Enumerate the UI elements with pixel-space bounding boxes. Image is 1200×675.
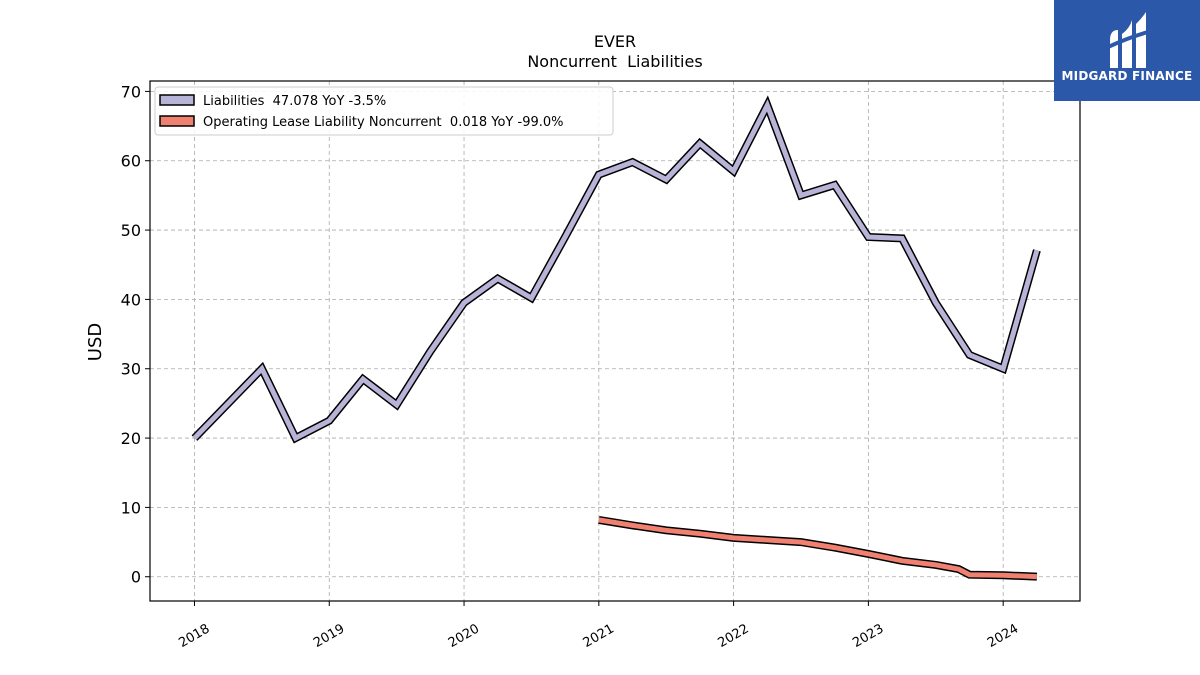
y-tick-label: 50	[121, 221, 141, 240]
y-tick-label: 20	[121, 429, 141, 448]
plot-frame	[149, 80, 1081, 602]
y-tick-label: 60	[121, 152, 141, 171]
grid-lines	[150, 81, 1080, 601]
series-0	[191, 95, 1041, 444]
midgard-finance-logo: MIDGARD FINANCE	[1054, 0, 1200, 101]
chart-subtitle: Noncurrent Liabilities	[527, 52, 702, 71]
y-tick-label: 40	[121, 290, 141, 309]
series-1	[598, 515, 1038, 581]
series-line	[192, 99, 1040, 442]
chart-title: EVER	[594, 32, 636, 51]
legend-box	[154, 86, 614, 136]
y-axis-label: USD	[85, 323, 106, 361]
series-line	[598, 517, 1037, 580]
x-tick-label: 2019	[311, 621, 347, 651]
y-tick-label: 10	[121, 498, 141, 517]
legend-label-operating-lease: Operating Lease Liability Noncurrent 0.0…	[203, 115, 564, 130]
legend: Liabilities 47.078 YoY -3.5% Operating L…	[154, 86, 614, 136]
series-lines	[191, 95, 1041, 581]
legend-swatch-liabilities	[159, 94, 195, 106]
y-tick-label: 0	[131, 568, 141, 587]
x-axis: 2018 2019 2020 2021 2022 2023 2024	[176, 601, 1021, 651]
legend-label-liabilities: Liabilities 47.078 YoY -3.5%	[203, 94, 386, 109]
x-tick-label: 2020	[446, 621, 482, 651]
logo-text: MIDGARD FINANCE	[1061, 69, 1193, 83]
y-axis: 0 10 20 30 40 50 60 70	[121, 82, 150, 587]
x-tick-label: 2023	[850, 621, 886, 651]
logo-mark-icon	[1105, 12, 1149, 68]
y-tick-label: 70	[121, 82, 141, 101]
y-tick-label: 30	[121, 360, 141, 379]
x-tick-label: 2022	[715, 621, 751, 651]
x-tick-label: 2024	[985, 621, 1021, 651]
series-line-outline	[191, 95, 1041, 444]
x-tick-label: 2021	[581, 621, 617, 651]
legend-swatch-operating-lease	[159, 115, 195, 127]
x-tick-label: 2018	[176, 621, 212, 651]
